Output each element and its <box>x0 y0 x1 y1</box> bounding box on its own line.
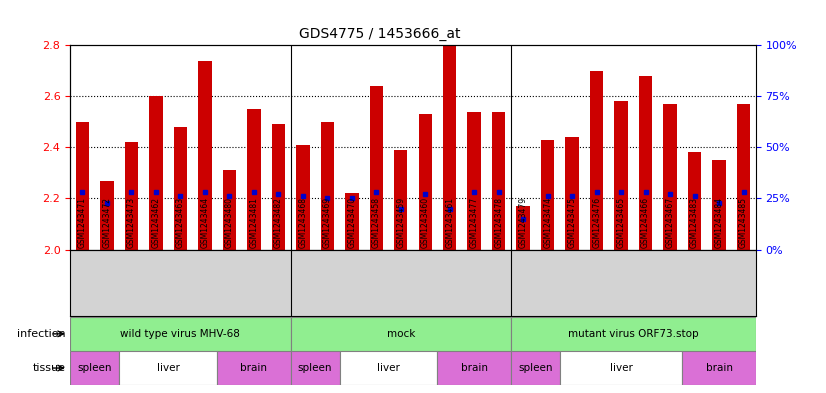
Bar <box>541 140 554 250</box>
Text: tissue: tissue <box>33 363 66 373</box>
Bar <box>369 86 383 250</box>
Text: GDS4775 / 1453666_at: GDS4775 / 1453666_at <box>299 27 461 41</box>
Bar <box>217 351 291 385</box>
Bar <box>100 180 114 250</box>
Bar <box>76 122 89 250</box>
Bar <box>438 351 511 385</box>
Bar <box>125 142 138 250</box>
Text: brain: brain <box>461 363 487 373</box>
Text: liver: liver <box>610 363 633 373</box>
Bar <box>638 76 653 250</box>
Bar <box>345 193 358 250</box>
Bar <box>419 114 432 250</box>
Bar <box>291 351 339 385</box>
Bar <box>688 152 701 250</box>
Bar <box>296 145 310 250</box>
Bar <box>223 170 236 250</box>
Bar <box>119 351 217 385</box>
Bar <box>173 127 188 250</box>
Bar <box>339 351 438 385</box>
Bar <box>70 351 119 385</box>
Bar <box>737 104 750 250</box>
Bar <box>70 317 291 351</box>
Text: brain: brain <box>705 363 733 373</box>
Text: brain: brain <box>240 363 268 373</box>
Text: mock: mock <box>387 329 415 339</box>
Bar <box>150 96 163 250</box>
Text: mutant virus ORF73.stop: mutant virus ORF73.stop <box>568 329 699 339</box>
Bar <box>198 61 211 250</box>
Bar <box>516 206 530 250</box>
Bar <box>615 101 628 250</box>
Bar <box>468 112 481 250</box>
Bar <box>247 109 260 250</box>
Bar <box>560 351 682 385</box>
Text: liver: liver <box>377 363 400 373</box>
Bar <box>492 112 506 250</box>
Bar <box>511 351 560 385</box>
Bar <box>712 160 726 250</box>
Text: infection: infection <box>17 329 66 339</box>
Bar <box>511 317 756 351</box>
Text: wild type virus MHV-68: wild type virus MHV-68 <box>121 329 240 339</box>
Text: spleen: spleen <box>78 363 112 373</box>
Bar <box>443 45 457 250</box>
Bar <box>682 351 756 385</box>
Bar <box>394 150 407 250</box>
Text: liver: liver <box>157 363 179 373</box>
Bar <box>291 317 511 351</box>
Bar <box>590 71 603 250</box>
Bar <box>663 104 676 250</box>
Bar <box>566 137 579 250</box>
Bar <box>320 122 334 250</box>
Bar <box>272 124 285 250</box>
Text: spleen: spleen <box>518 363 553 373</box>
Text: spleen: spleen <box>298 363 332 373</box>
